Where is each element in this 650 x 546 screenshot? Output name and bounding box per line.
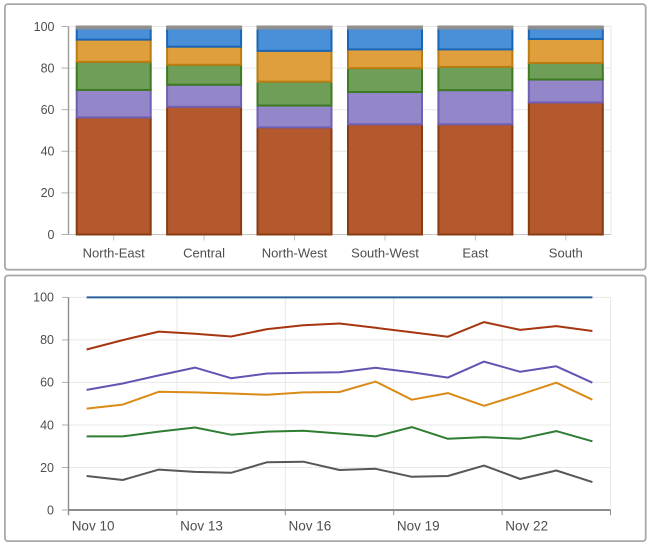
svg-text:100: 100 [33,291,54,305]
svg-text:Nov 13: Nov 13 [180,519,223,534]
svg-text:Nov 19: Nov 19 [397,519,440,534]
svg-text:Nov 10: Nov 10 [72,519,115,534]
svg-text:80: 80 [41,61,55,75]
svg-text:100: 100 [34,20,55,34]
svg-text:60: 60 [40,376,54,390]
svg-text:20: 20 [40,461,54,475]
svg-text:20: 20 [41,186,55,200]
svg-text:North-East: North-East [83,246,146,261]
svg-text:North-West: North-West [262,246,328,261]
svg-text:40: 40 [40,418,54,432]
svg-text:0: 0 [48,228,55,242]
svg-text:60: 60 [41,103,55,117]
svg-text:Nov 22: Nov 22 [505,519,548,534]
svg-text:40: 40 [41,145,55,159]
svg-text:0: 0 [47,503,54,517]
svg-text:Nov 16: Nov 16 [289,519,332,534]
svg-text:80: 80 [40,333,54,347]
svg-text:Central: Central [183,246,225,261]
svg-text:South: South [549,246,583,261]
svg-text:East: East [462,246,488,261]
svg-text:South-West: South-West [351,246,419,261]
